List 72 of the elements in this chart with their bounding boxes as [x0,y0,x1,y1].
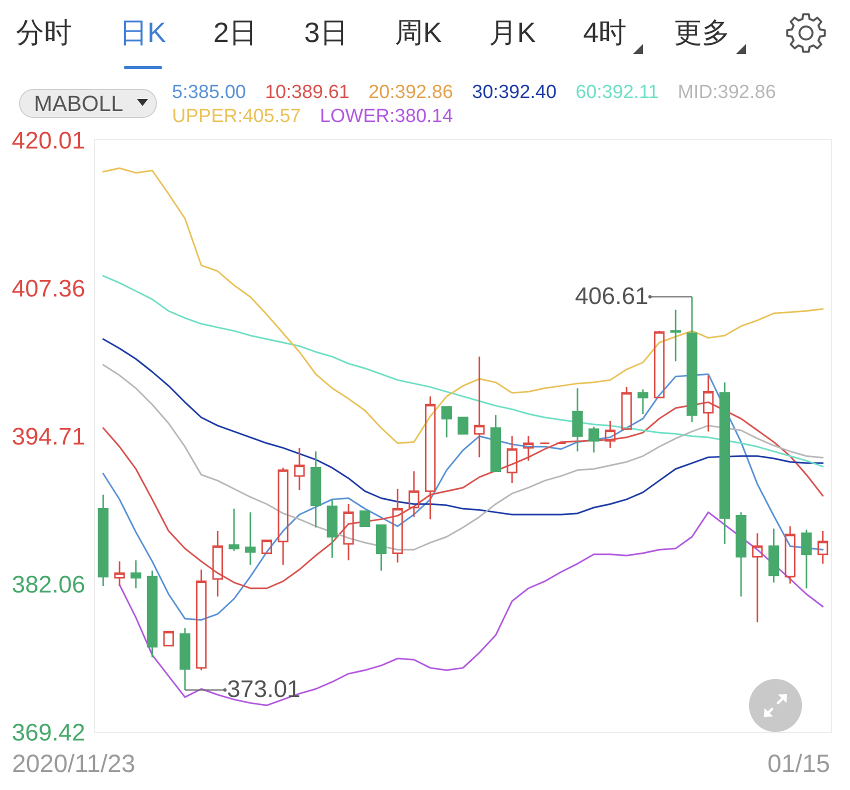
text: LOWER:380.14 [320,105,453,129]
candlestick [686,296,698,423]
candlestick [572,387,583,452]
text: UPPER:405.57 [172,105,301,129]
candlestick [621,386,632,430]
candlestick [441,406,452,438]
candlestick [768,528,780,584]
candlestick [506,435,518,484]
candlestick [719,382,730,545]
candlestick [638,388,648,415]
candlestick [98,494,109,587]
y-tick-label: 420.01 [12,127,86,154]
candlestick [490,414,502,472]
candlestick [294,447,305,491]
text: 30:392.40 [472,81,557,105]
candlestick [588,426,600,454]
line-series [102,167,824,444]
text: 2日 [213,17,257,48]
candlestick [310,450,322,528]
y-tick-label: 382.06 [12,571,86,598]
candlestick [163,630,174,646]
line-series [102,275,824,468]
text: 日K [119,17,166,48]
candlestick [326,498,338,559]
candlestick [817,530,828,564]
text: 3日 [304,17,348,48]
y-tick-label: 369.42 [12,719,86,746]
candlestick [146,570,158,658]
candlestick [245,511,256,566]
text: 60:392.11 [576,81,659,105]
annotation: 406.61 [575,283,648,310]
candlestick [360,510,370,528]
candlestick [392,488,403,564]
text: MABOLL [34,91,124,116]
candlestick [523,435,534,462]
text: MID:392.86 [678,81,776,105]
candlestick [114,560,125,587]
candlestick [130,559,142,590]
candlestick [278,467,288,566]
candlestick [228,508,240,552]
candlestick [736,511,746,598]
candlestick [376,524,387,572]
candlestick [343,503,354,561]
line-series [118,511,824,706]
candlestick [784,526,796,584]
candlestick [801,529,812,590]
line-series [102,338,824,516]
text: 月K [489,17,536,48]
text: 4时 [583,17,627,48]
text: 10:389.61 [264,81,350,105]
candlestick [604,420,616,449]
text: 5:385.00 [172,81,246,105]
candlestick [261,540,272,554]
text: 2020/11/23 [12,750,136,778]
candlestick [408,470,420,518]
legend-label: 20:392.86 [368,81,454,105]
line-series [102,364,824,550]
annotation: 373.01 [227,676,300,703]
line-series [102,373,824,621]
candlestick [180,627,190,691]
candlestick [670,309,681,362]
y-tick-label: 394.71 [12,423,86,450]
text: 更多 [674,17,730,48]
candlestick [654,330,665,398]
text: 分时 [16,17,72,48]
candlestick [752,532,763,623]
y-tick-label: 407.36 [12,275,86,302]
candlestick [474,356,485,458]
text: 周K [395,17,442,48]
candlestick [458,416,468,435]
text: 01/15 [767,750,830,778]
candlestick [196,568,207,671]
